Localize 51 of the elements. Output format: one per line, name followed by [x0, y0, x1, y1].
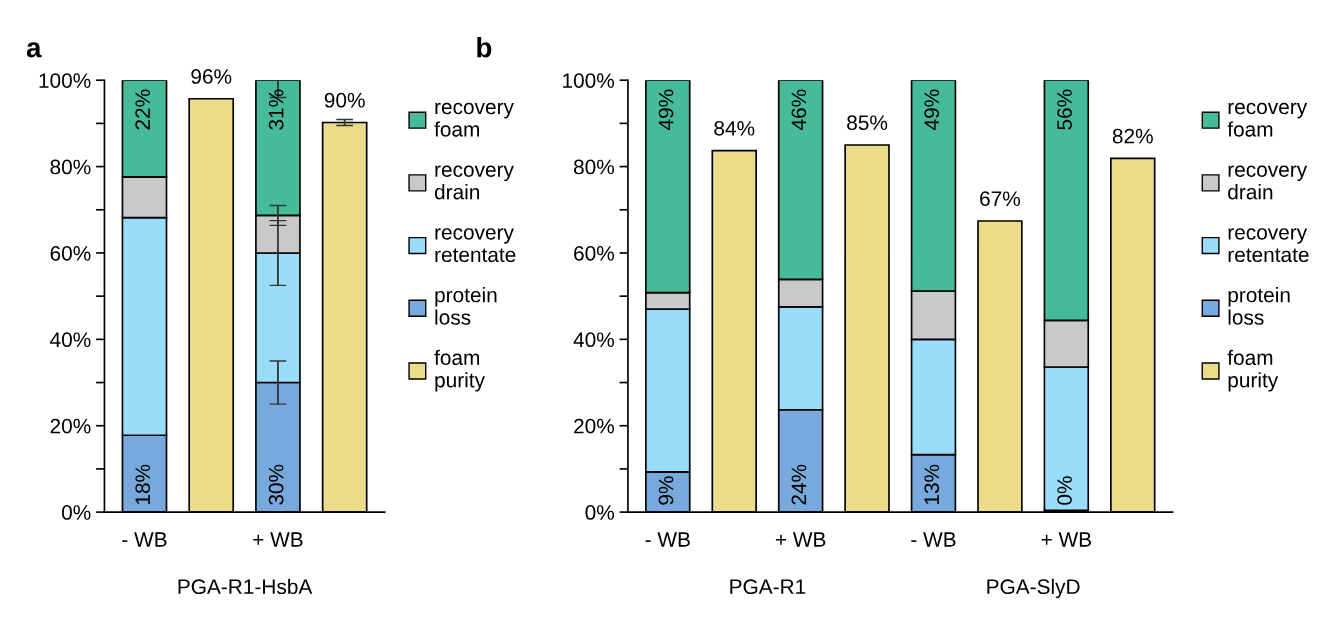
- legend-label: recovery drain: [434, 165, 514, 200]
- y-tick-label: 40%: [573, 332, 615, 348]
- legend-label: foam purity: [434, 349, 485, 392]
- y-tick-label: 100%: [563, 73, 615, 88]
- data-label: 0%: [1057, 476, 1072, 505]
- y-tick-label: 20%: [50, 418, 91, 434]
- chart-title: a: [26, 42, 42, 58]
- data-label: 96%: [191, 69, 232, 84]
- legend-label: recovery retentate: [1228, 228, 1309, 263]
- legend-label: protein loss: [435, 287, 497, 325]
- data-label: 84%: [714, 120, 755, 136]
- data-label: 31%: [268, 89, 284, 130]
- data-label: 9%: [658, 476, 674, 505]
- y-tick-label: 0%: [585, 505, 615, 520]
- data-label: 30%: [268, 464, 284, 505]
- legend-label: recovery drain: [1228, 165, 1308, 200]
- y-tick-label: 0%: [61, 505, 91, 520]
- data-label: 46%: [791, 89, 807, 131]
- legend-label: recovery retentate: [435, 228, 516, 263]
- data-label: 56%: [1057, 89, 1072, 130]
- data-label: 82%: [1112, 128, 1153, 144]
- data-label: 49%: [658, 89, 674, 131]
- data-label: 18%: [135, 464, 151, 505]
- legend-label: recovery foam: [434, 102, 514, 137]
- text: PGA-SlyD: [987, 578, 1080, 599]
- y-tick-label: 20%: [574, 418, 615, 434]
- legend-label: protein loss: [1228, 287, 1290, 325]
- y-tick-label: 60%: [574, 245, 615, 261]
- x-tick-label: - WB: [122, 532, 167, 547]
- text: PGA-R1: [730, 579, 806, 595]
- y-tick-label: 80%: [50, 159, 91, 175]
- y-tick-label: 100%: [39, 73, 91, 88]
- data-label: 67%: [980, 191, 1021, 207]
- x-tick-label: + WB: [253, 532, 303, 547]
- data-label: 22%: [135, 89, 150, 130]
- chart-title: b: [477, 37, 492, 58]
- text: PGA-R1-HsbA: [178, 578, 313, 595]
- legend-label: foam purity: [1227, 349, 1279, 392]
- x-tick-label: - WB: [911, 532, 956, 547]
- y-tick-label: 80%: [573, 159, 615, 175]
- data-label: 49%: [924, 89, 940, 131]
- data-label: 90%: [324, 92, 365, 108]
- data-label: 85%: [847, 115, 888, 131]
- y-tick-label: 60%: [50, 245, 91, 261]
- x-tick-label: + WB: [775, 532, 826, 547]
- y-tick-label: 40%: [50, 332, 91, 348]
- legend-label: recovery foam: [1227, 102, 1308, 137]
- data-label: 24%: [791, 464, 807, 505]
- x-tick-label: - WB: [645, 532, 690, 547]
- data-label: 13%: [924, 464, 940, 505]
- x-tick-label: + WB: [1041, 532, 1091, 547]
